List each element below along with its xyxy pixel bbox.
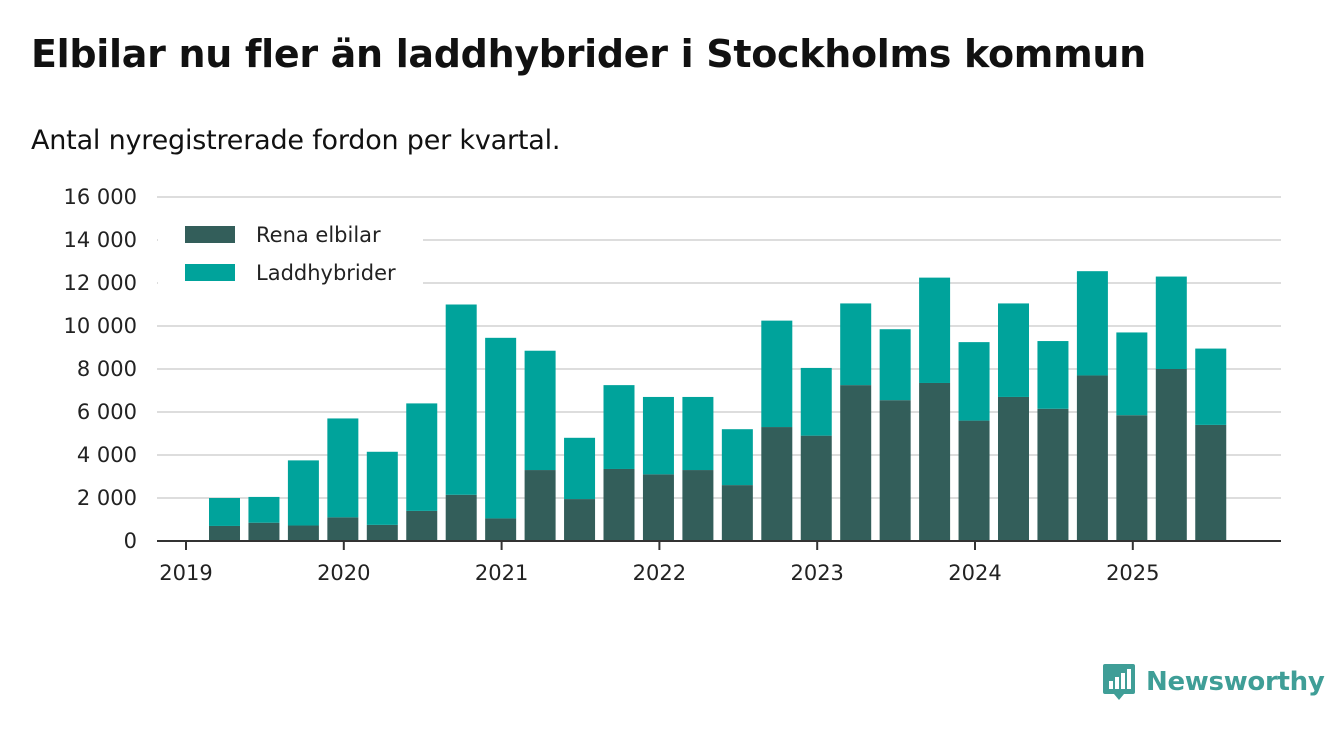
y-tick-label: 14 000 (64, 228, 137, 252)
bar-electric (840, 385, 872, 541)
x-tick-label: 2024 (948, 561, 1001, 585)
chart-title: Elbilar nu fler än laddhybrider i Stockh… (31, 32, 1146, 76)
bar-chart-icon (1103, 664, 1135, 700)
brand-logo: Newsworthy (1102, 662, 1325, 702)
bar-electric (721, 485, 753, 541)
legend-swatch-hybrid (185, 264, 235, 281)
bar-hybrid (800, 367, 832, 436)
legend-label-electric: Rena elbilar (256, 223, 381, 247)
y-tick-label: 16 000 (64, 185, 137, 209)
bar-electric (366, 524, 398, 541)
bar-hybrid (1116, 332, 1148, 416)
y-axis-labels: 0 2 000 4 000 6 000 8 000 10 000 12 000 14 000 1… (64, 185, 137, 553)
bar-hybrid (248, 496, 280, 523)
bar-electric (998, 396, 1029, 541)
x-tick-label: 2022 (633, 561, 686, 585)
bar-hybrid (327, 418, 359, 518)
y-tick-label: 0 (124, 529, 137, 553)
y-tick-label: 2 000 (77, 486, 137, 510)
bar-hybrid (209, 498, 240, 526)
y-tick-label: 12 000 (64, 271, 137, 295)
y-tick-label: 6 000 (77, 400, 137, 424)
bars (209, 271, 1227, 541)
y-tick-label: 4 000 (77, 443, 137, 467)
legend-label-hybrid: Laddhybrider (256, 261, 396, 285)
bar-hybrid (485, 337, 517, 519)
bar-electric (919, 382, 951, 541)
bar-electric (287, 525, 319, 541)
bar-hybrid (366, 451, 398, 525)
bar-electric (1076, 375, 1108, 541)
bar-hybrid (603, 385, 635, 469)
bar-hybrid (1076, 271, 1108, 376)
bar-electric (327, 517, 359, 541)
legend-swatch-electric (185, 226, 235, 243)
y-tick-label: 8 000 (77, 357, 137, 381)
bar-hybrid (1037, 341, 1069, 409)
x-tick-label: 2023 (790, 561, 843, 585)
bar-electric (524, 470, 556, 541)
bar-electric (1037, 408, 1069, 541)
bar-hybrid (721, 429, 753, 486)
bar-electric (209, 525, 240, 541)
bar-electric (761, 427, 793, 541)
legend: Rena elbilar Laddhybrider (158, 213, 423, 291)
bar-electric (485, 518, 517, 541)
bar-electric (406, 510, 438, 541)
bar-electric (248, 522, 280, 541)
bar-hybrid (1195, 348, 1227, 425)
x-tick-label: 2025 (1106, 561, 1159, 585)
bar-hybrid (761, 320, 793, 428)
bar-electric (1155, 369, 1187, 541)
bar-hybrid (840, 303, 872, 386)
bar-hybrid (958, 342, 990, 421)
bar-hybrid (879, 329, 911, 401)
brand-name: Newsworthy (1146, 667, 1325, 697)
bar-hybrid (998, 303, 1029, 397)
bar-electric (879, 400, 911, 541)
bar-electric (564, 499, 596, 541)
bar-electric (958, 420, 990, 541)
y-tick-label: 10 000 (64, 314, 137, 338)
bar-electric (603, 468, 635, 541)
bar-electric (1116, 415, 1148, 541)
chart-subtitle: Antal nyregistrerade fordon per kvartal. (31, 125, 561, 156)
x-axis: 2019 2020 2021 2022 2023 2024 2025 (157, 540, 1281, 585)
bar-hybrid (642, 396, 674, 475)
bar-hybrid (524, 350, 556, 471)
bar-electric (642, 474, 674, 541)
bar-hybrid (682, 396, 714, 471)
bar-hybrid (445, 304, 477, 495)
bar-electric (682, 470, 714, 541)
x-tick-label: 2021 (475, 561, 528, 585)
bar-electric (1195, 424, 1227, 541)
x-tick-label: 2019 (159, 561, 212, 585)
bar-hybrid (1155, 276, 1187, 369)
bar-hybrid (406, 403, 438, 511)
bar-hybrid (287, 460, 319, 526)
x-tick-label: 2020 (317, 561, 370, 585)
bar-electric (445, 494, 477, 541)
bar-electric (800, 435, 832, 541)
bar-hybrid (564, 437, 596, 500)
bar-hybrid (919, 277, 951, 383)
